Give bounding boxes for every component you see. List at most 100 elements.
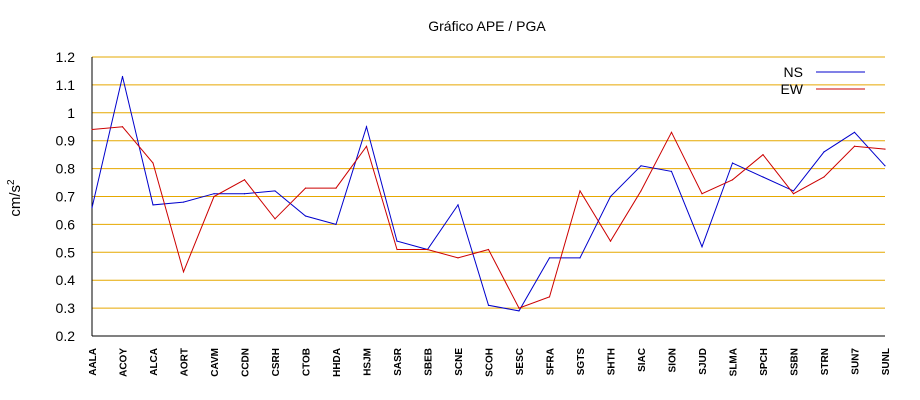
data-point [640,190,642,192]
data-point [762,176,764,178]
data-point [365,126,368,128]
x-tick-label: HSJM [363,348,374,376]
data-point [335,187,337,189]
data-point [243,193,246,195]
data-point [640,165,642,167]
data-point [213,193,215,195]
x-tick-label: SCNE [454,348,465,376]
y-tick-label: 0.9 [56,133,76,149]
data-point [396,240,398,242]
data-point [579,257,581,259]
data-point [213,195,215,198]
data-point [853,145,856,147]
data-point [518,310,520,312]
y-tick-label: 0.3 [56,300,76,316]
data-point [335,223,337,225]
x-tick-label: ALCA [149,348,160,376]
data-point [792,190,795,192]
data-point [487,248,490,251]
legend-label-ns: NS [784,64,803,80]
data-point [609,240,612,242]
data-point [91,128,93,131]
y-tick-label: 1.1 [56,77,76,93]
x-tick-labels: AALA ACOY ALCA AORT CAVM CCDN CSRH CTOB HHDA HSJM… [88,347,892,377]
x-tick-label: AORT [180,348,191,376]
x-tick-label: CSRH [271,348,282,376]
x-tick-label: SASR [393,347,404,376]
y-axis-label-superscript: 2 [6,179,17,185]
data-point [731,162,734,164]
data-point [121,75,124,78]
data-point [853,131,856,133]
x-tick-label: SION [668,348,679,372]
y-tick-label: 0.6 [56,216,76,232]
x-tick-label: CTOB [302,348,313,376]
data-point [701,193,703,195]
legend-label-ew: EW [780,81,803,97]
x-tick-label: ACOY [119,348,130,377]
data-point [365,145,368,147]
data-point [548,296,551,298]
x-tick-label: SIAC [637,348,648,372]
data-point [762,154,764,156]
x-tick-label: SSBN [790,348,801,376]
data-point [243,179,246,181]
grid-lines [92,56,885,337]
x-tick-label: AALA [88,348,99,376]
data-point [884,148,886,150]
data-point [487,304,490,306]
x-tick-label: SCOH [485,348,496,377]
data-point [609,195,612,198]
data-point [304,187,307,189]
y-axis-label-text: cm/s [7,185,24,217]
data-point [670,131,673,133]
y-tick-label: 1.2 [56,49,76,65]
series-line-ew [91,126,886,309]
x-tick-label: SLMA [729,348,740,376]
x-tick-label: SGTS [576,348,587,376]
data-point [701,246,703,248]
data-point [274,218,276,220]
x-tick-label: CCDN [241,348,252,377]
data-point [884,165,886,167]
x-tick-label: SFRA [546,348,557,375]
y-tick-labels: 0.2 0.3 0.4 0.5 0.6 0.7 0.8 0.9 1 1.1 1.2 [56,49,76,344]
x-tick-label: SUN7 [851,348,862,375]
data-point [426,248,429,251]
data-point [152,162,154,164]
data-point [121,126,124,128]
x-tick-label: SPCH [759,348,770,376]
y-tick-label: 0.7 [56,189,76,205]
x-tick-label: SUNL [881,348,892,375]
data-point [304,215,307,217]
data-point [518,307,520,309]
x-tick-label: HHDA [332,348,343,377]
y-axis-label: cm/s2 [6,179,24,217]
data-point [548,257,551,259]
series-line-ns [91,76,886,312]
chart-title: Gráfico APE / PGA [428,18,546,34]
data-point [670,170,673,172]
data-point [792,193,795,195]
data-point [457,257,459,259]
y-tick-label: 0.2 [56,328,76,344]
series-lines [91,75,886,312]
data-point [182,271,185,273]
data-point [579,190,581,192]
data-point [823,151,825,153]
data-point [274,190,276,192]
data-point [91,207,93,209]
x-tick-label: SBEB [424,348,435,376]
data-point [152,204,154,206]
y-tick-label: 0.5 [56,244,76,260]
data-point [457,204,459,206]
x-tick-label: SJUD [698,348,709,375]
y-tick-label: 1 [67,105,75,121]
x-tick-label: SHTH [607,348,618,375]
data-point [823,176,825,178]
x-tick-label: STRN [820,348,831,375]
axes [91,57,885,337]
